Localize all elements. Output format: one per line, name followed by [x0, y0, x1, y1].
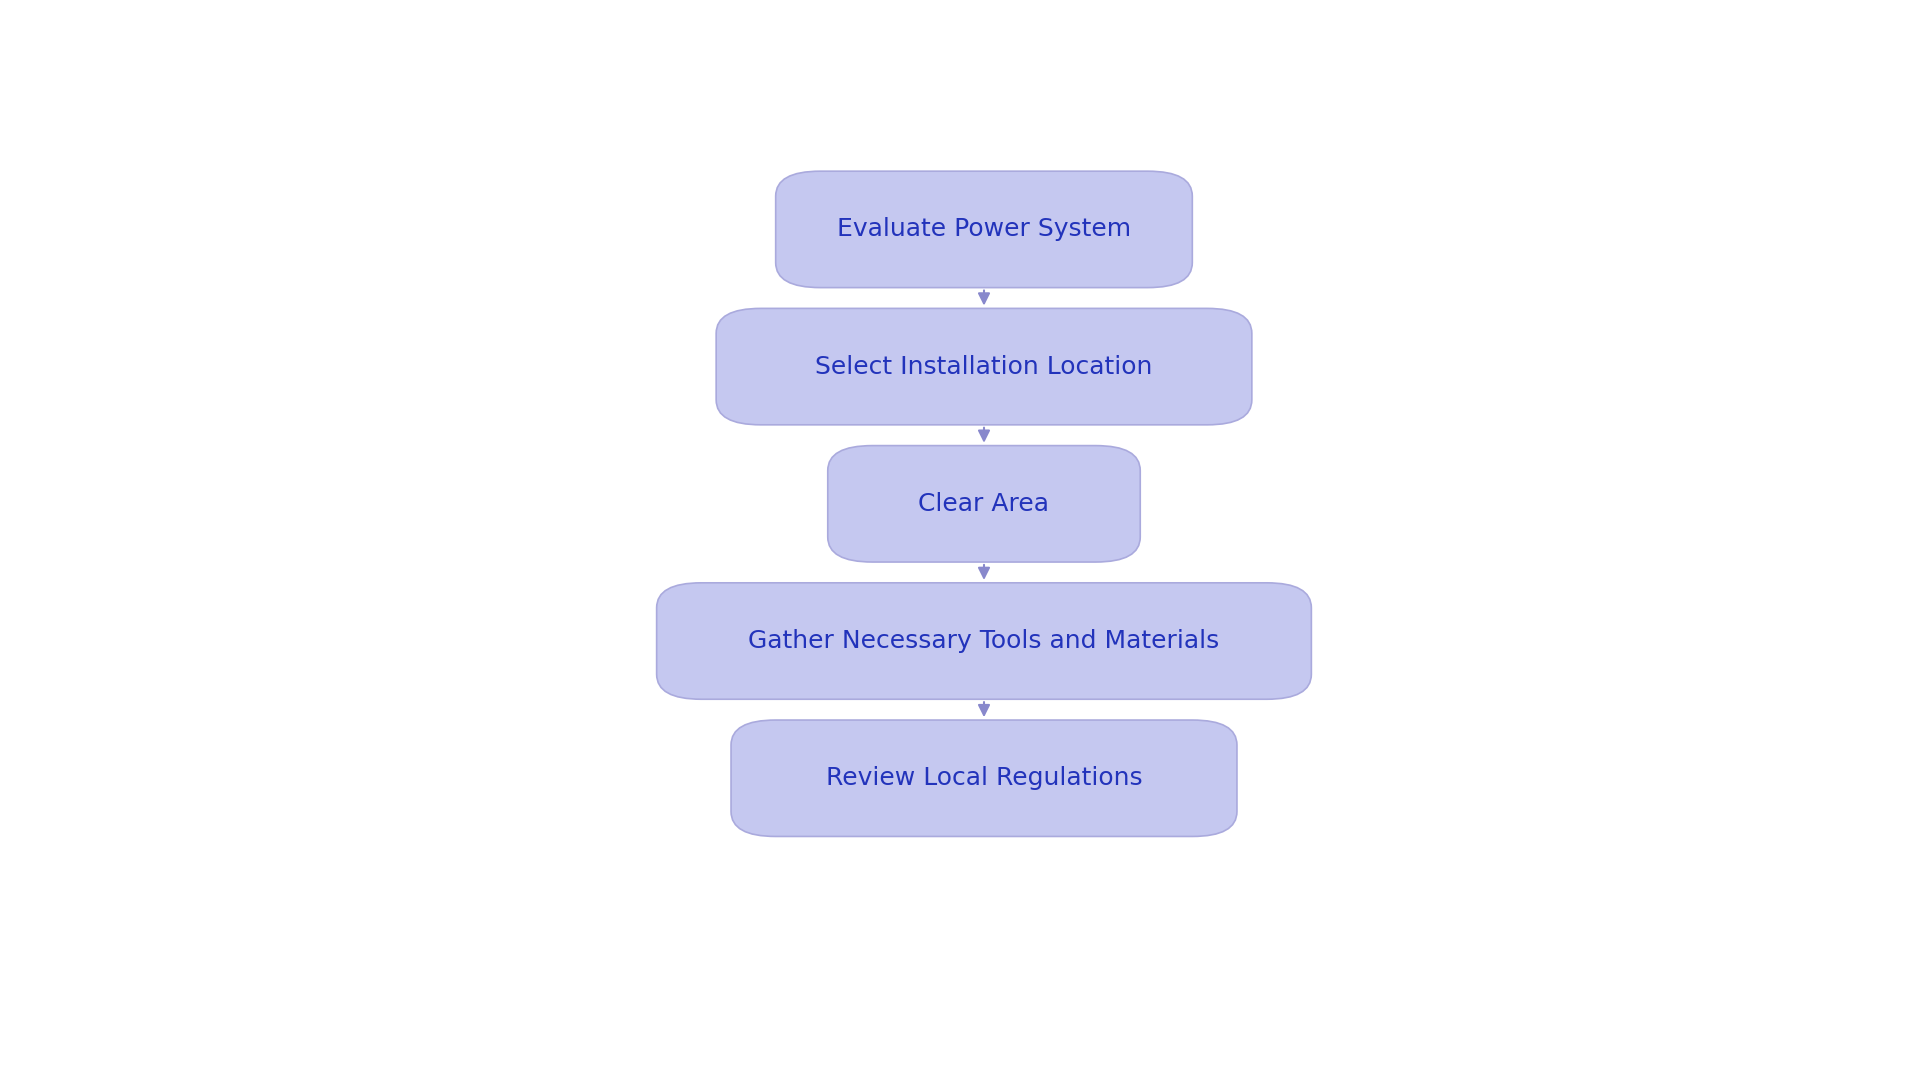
- Text: Select Installation Location: Select Installation Location: [816, 354, 1152, 379]
- Text: Gather Necessary Tools and Materials: Gather Necessary Tools and Materials: [749, 629, 1219, 653]
- FancyBboxPatch shape: [716, 309, 1252, 424]
- FancyBboxPatch shape: [828, 446, 1140, 562]
- FancyBboxPatch shape: [732, 720, 1236, 836]
- FancyBboxPatch shape: [657, 583, 1311, 699]
- Text: Evaluate Power System: Evaluate Power System: [837, 217, 1131, 242]
- Text: Clear Area: Clear Area: [918, 491, 1050, 516]
- FancyBboxPatch shape: [776, 171, 1192, 287]
- Text: Review Local Regulations: Review Local Regulations: [826, 766, 1142, 791]
